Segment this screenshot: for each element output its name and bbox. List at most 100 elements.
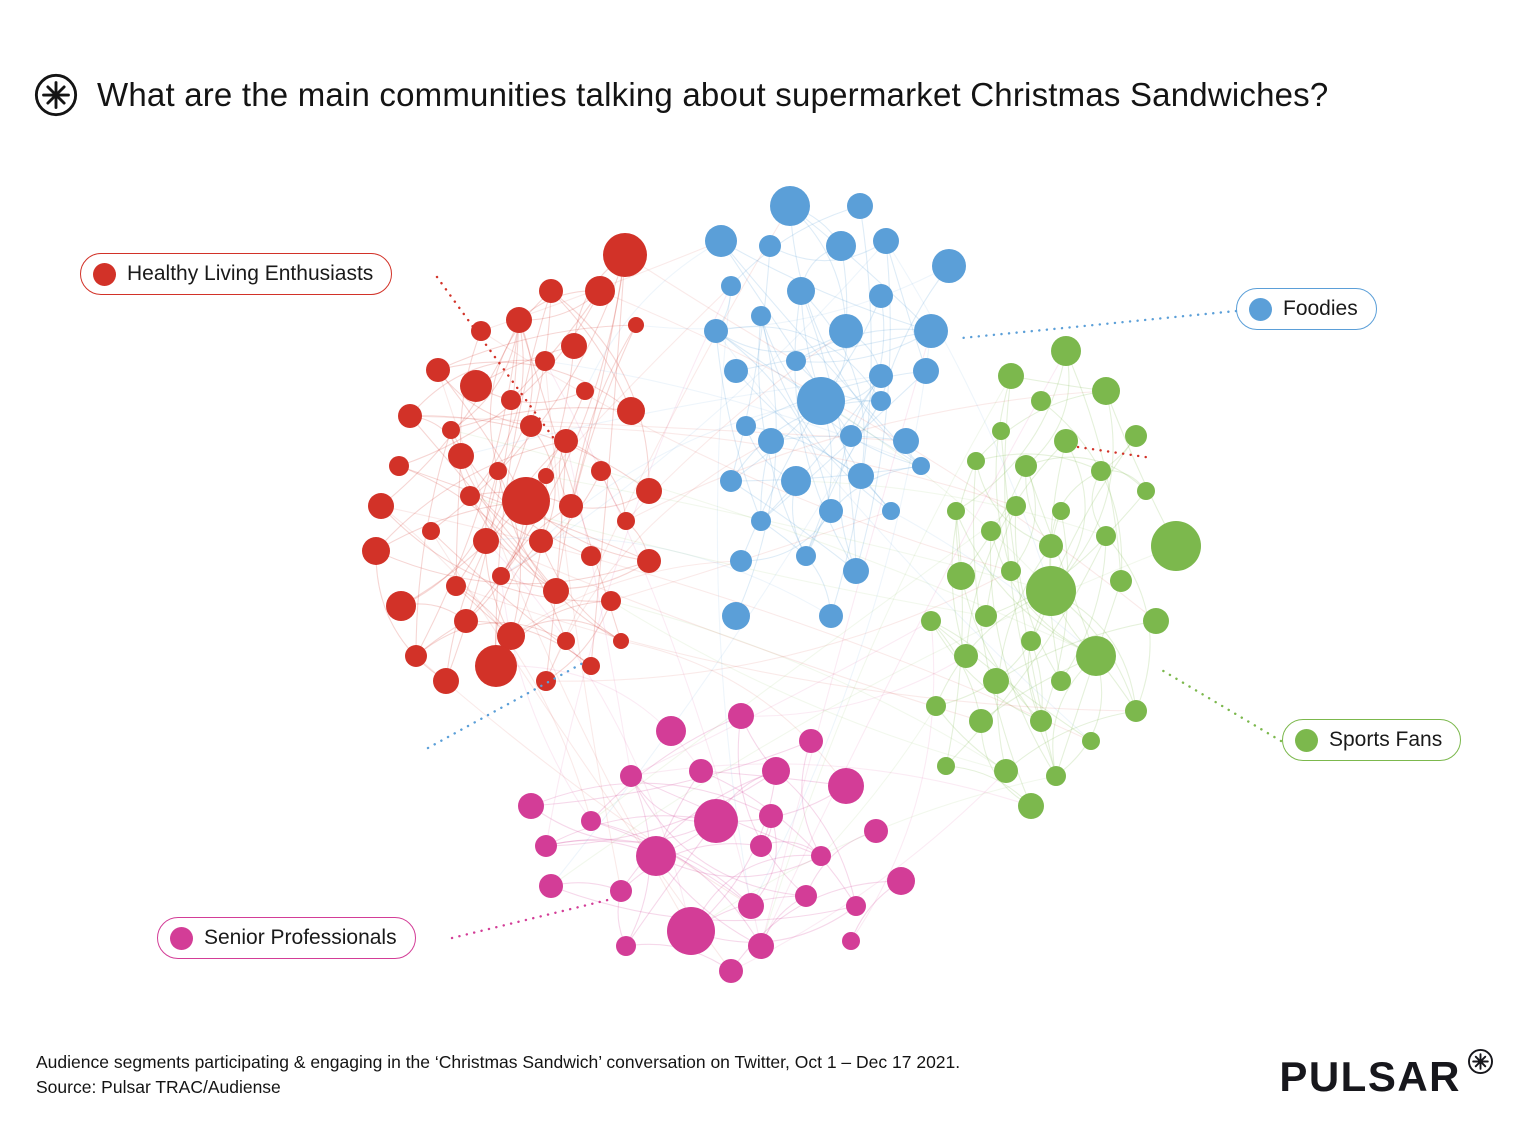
network-node xyxy=(781,466,811,496)
network-node xyxy=(518,793,544,819)
network-edge xyxy=(801,740,822,857)
network-node xyxy=(914,314,948,348)
network-node xyxy=(1046,766,1066,786)
network-edge xyxy=(735,315,777,617)
network-edge xyxy=(715,330,762,522)
network-node xyxy=(797,377,845,425)
network-node xyxy=(795,885,817,907)
network-node xyxy=(536,671,556,691)
network-node xyxy=(539,279,563,303)
network-edge xyxy=(415,429,452,657)
network-node xyxy=(967,452,985,470)
network-node xyxy=(446,576,466,596)
network-node xyxy=(454,609,478,633)
network-edge xyxy=(544,360,622,892)
network-node xyxy=(882,502,900,520)
network-edge xyxy=(510,290,601,401)
network-edge xyxy=(975,460,1052,547)
network-node xyxy=(871,391,891,411)
network-node xyxy=(398,404,422,428)
network-edge xyxy=(455,455,462,587)
network-edge xyxy=(500,470,602,577)
network-node xyxy=(501,390,521,410)
network-node xyxy=(460,486,480,506)
network-edge xyxy=(545,600,612,682)
network-edge xyxy=(544,360,922,467)
network-edge xyxy=(500,560,650,589)
network-node xyxy=(636,478,662,504)
network-node xyxy=(689,759,713,783)
leader-line xyxy=(435,275,562,449)
network-edge xyxy=(545,285,732,847)
network-edge xyxy=(1025,456,1147,492)
network-node xyxy=(840,425,862,447)
network-edge xyxy=(985,505,1017,617)
network-node xyxy=(1137,482,1155,500)
network-edge xyxy=(760,375,882,522)
network-edge xyxy=(510,619,622,642)
caption-line-1: Audience segments participating & engagi… xyxy=(36,1052,961,1072)
network-edge xyxy=(590,254,626,667)
network-node xyxy=(535,351,555,371)
network-edge xyxy=(955,510,1042,722)
network-edge xyxy=(1055,580,1122,777)
network-node xyxy=(728,703,754,729)
legend-healthy-living-enthusiasts: Healthy Living Enthusiasts xyxy=(80,253,393,295)
network-edge xyxy=(620,770,777,892)
network-edge xyxy=(500,240,887,577)
network-edge xyxy=(750,330,932,907)
network-node xyxy=(721,276,741,296)
network-edge xyxy=(730,400,882,482)
network-edge xyxy=(400,470,499,607)
network-node xyxy=(828,768,864,804)
network-node xyxy=(1082,732,1100,750)
network-edge xyxy=(830,205,872,617)
network-node xyxy=(620,765,642,787)
network-edge xyxy=(760,375,1012,947)
network-edge xyxy=(530,805,717,843)
network-node xyxy=(1039,534,1063,558)
network-edge xyxy=(415,655,752,907)
network-edge xyxy=(437,369,532,427)
network-edge xyxy=(1025,350,1070,467)
network-edge xyxy=(890,510,1097,657)
network-node xyxy=(1151,521,1201,571)
network-node xyxy=(893,428,919,454)
network-node xyxy=(786,351,806,371)
network-node xyxy=(502,477,550,525)
network-edge xyxy=(760,330,932,947)
network-edge xyxy=(975,453,1102,472)
network-edge xyxy=(550,290,632,412)
network-node xyxy=(1021,631,1041,651)
network-edge xyxy=(469,495,557,592)
network-node xyxy=(998,363,1024,389)
network-node xyxy=(433,668,459,694)
network-node xyxy=(628,317,644,333)
pulsar-wordmark: PULSAR xyxy=(1279,1049,1494,1098)
network-edge xyxy=(885,240,927,372)
network-edge xyxy=(990,530,1097,657)
network-nodes xyxy=(362,186,1201,983)
network-node xyxy=(667,907,715,955)
network-edge xyxy=(630,620,932,777)
legend-label-foodies: Foodies xyxy=(1283,297,1358,320)
page-title: What are the main communities talking ab… xyxy=(97,76,1329,113)
network-edge xyxy=(500,575,592,822)
network-node xyxy=(1096,526,1116,546)
network-node xyxy=(819,604,843,628)
network-node xyxy=(770,186,810,226)
network-edge xyxy=(437,324,637,371)
network-node xyxy=(581,811,601,831)
network-node xyxy=(694,799,738,843)
network-edge xyxy=(530,740,812,807)
network-edge xyxy=(409,415,557,592)
network-edge xyxy=(930,620,1092,742)
network-edge xyxy=(635,265,950,330)
network-edge xyxy=(715,330,847,353)
network-edge xyxy=(620,843,762,892)
network-node xyxy=(719,959,743,983)
network-node xyxy=(738,893,764,919)
network-node xyxy=(471,321,491,341)
